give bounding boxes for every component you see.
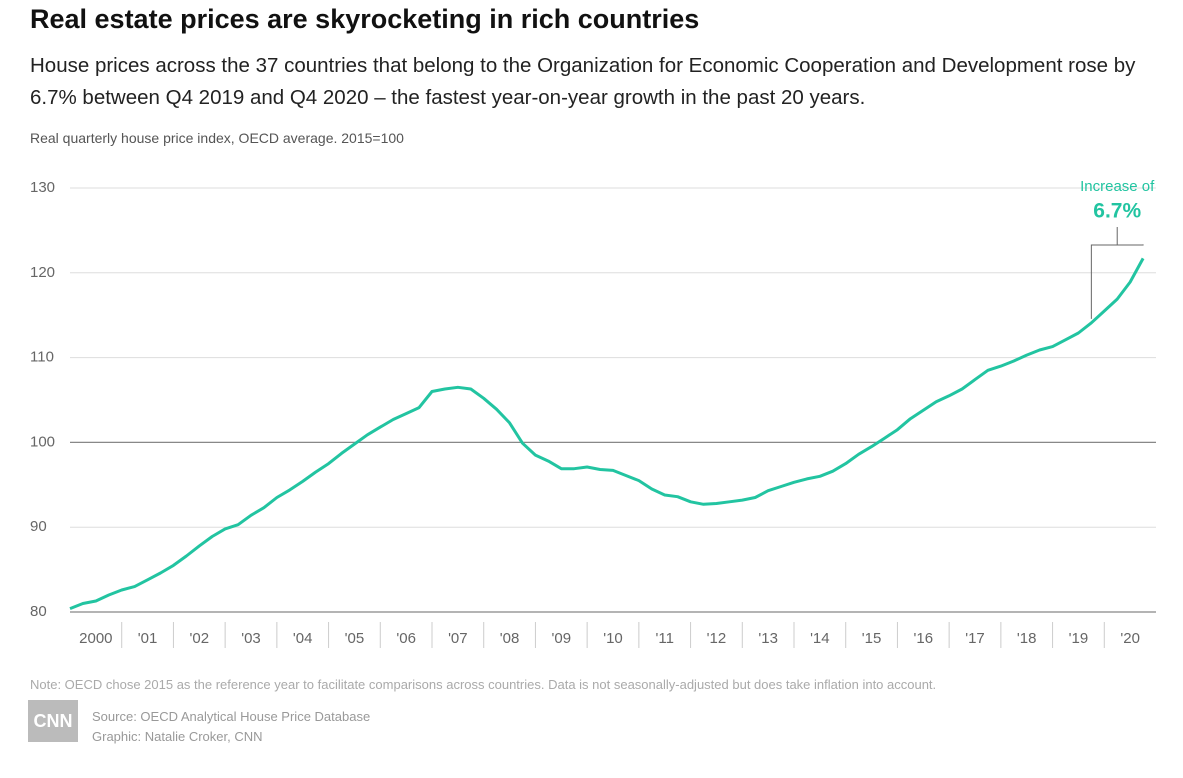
x-tick-label: '16: [914, 630, 934, 647]
y-tick-label: 120: [30, 264, 55, 281]
x-tick-label: '04: [293, 630, 313, 647]
y-axis-label: Real quarterly house price index, OECD a…: [30, 130, 404, 146]
x-tick-label: '15: [862, 630, 882, 647]
x-tick-label: '03: [241, 630, 261, 647]
credit: Graphic: Natalie Croker, CNN: [92, 729, 263, 744]
y-tick-label: 110: [30, 349, 54, 366]
annotation-bracket: [1090, 227, 1144, 319]
x-tick-label: '18: [1017, 630, 1037, 647]
chart-subtitle: House prices across the 37 countries tha…: [30, 54, 1136, 109]
x-tick-label: '07: [448, 630, 468, 647]
note: Note: OECD chose 2015 as the reference y…: [30, 677, 937, 692]
x-tick-label: '13: [758, 630, 778, 647]
chart-title: Real estate prices are skyrocketing in r…: [30, 4, 700, 34]
y-tick-label: 90: [30, 518, 47, 535]
source: Source: OECD Analytical House Price Data…: [92, 709, 371, 724]
annotation-value: 6.7%: [1093, 200, 1141, 223]
x-tick-label: '11: [655, 630, 673, 647]
line: [69, 257, 1145, 610]
x-tick-label: '06: [396, 630, 416, 647]
x-tick-label: '17: [965, 630, 985, 647]
annotation-text: Increase of: [1080, 178, 1155, 195]
x-tick-label: '01: [138, 630, 158, 647]
x-tick-label: '05: [345, 630, 365, 647]
y-tick-label: 80: [30, 603, 47, 620]
x-tick-label: '10: [603, 630, 623, 647]
x-tick-label: '09: [552, 630, 572, 647]
x-tick-label: 2000: [79, 630, 112, 647]
x-tick-label: '02: [190, 630, 210, 647]
y-tick-label: 130: [30, 179, 55, 196]
x-tick-label: '14: [810, 630, 830, 647]
chart: 80 90 100 110 120 130 2000 '01 '02 '03 '04 '05 '06 '0…: [30, 178, 1156, 648]
x-tick-label: '08: [500, 630, 520, 647]
x-tick-label: '20: [1120, 630, 1140, 647]
x-tick-label: '19: [1069, 630, 1089, 647]
x-tick-label: '12: [707, 630, 727, 647]
logo: CNN: [28, 700, 78, 742]
y-tick-label: 100: [30, 433, 55, 450]
